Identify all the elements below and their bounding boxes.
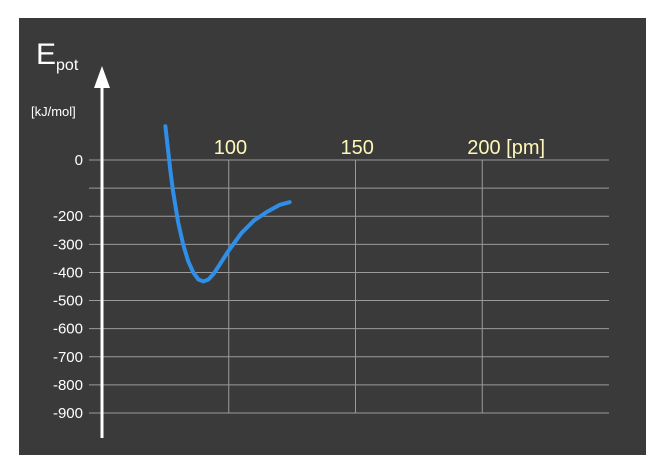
potential-energy-chart: 0 -200 -300 -400 -500 -600 -700 -800 -900 100 150…: [31, 38, 609, 438]
y-tick-label: -600: [53, 321, 83, 338]
y-tick-label: -300: [53, 236, 83, 253]
series: [163, 124, 292, 284]
y-tick-label: -500: [53, 293, 83, 310]
y-tick-label: -900: [53, 405, 83, 422]
chart-frame: 0 -200 -300 -400 -500 -600 -700 -800 -900 100 150…: [19, 18, 646, 455]
y-axis-unit: [kJ/mol]: [31, 104, 76, 119]
y-tick-label: 0: [75, 152, 83, 169]
grid-lines: [89, 159, 609, 414]
y-axis-label: Epot: [36, 38, 79, 74]
y-tick-labels: 0 -200 -300 -400 -500 -600 -700 -800 -900: [53, 152, 83, 422]
y-axis-label-subscript: pot: [56, 57, 79, 74]
y-tick-label: -800: [53, 377, 83, 394]
y-axis-label-main: E: [36, 38, 56, 71]
y-tick-label: -400: [53, 264, 83, 281]
axes: [94, 66, 110, 438]
potential-energy-curve: [163, 124, 292, 284]
y-axis-arrow: [94, 66, 110, 88]
x-tick-label: 100: [214, 137, 247, 159]
y-tick-label: -200: [53, 208, 83, 225]
x-tick-label: 150: [341, 137, 374, 159]
y-tick-label: -700: [53, 349, 83, 366]
x-tick-labels: 100 150 200 [pm]: [214, 137, 545, 159]
x-tick-label: 200 [pm]: [467, 137, 545, 159]
